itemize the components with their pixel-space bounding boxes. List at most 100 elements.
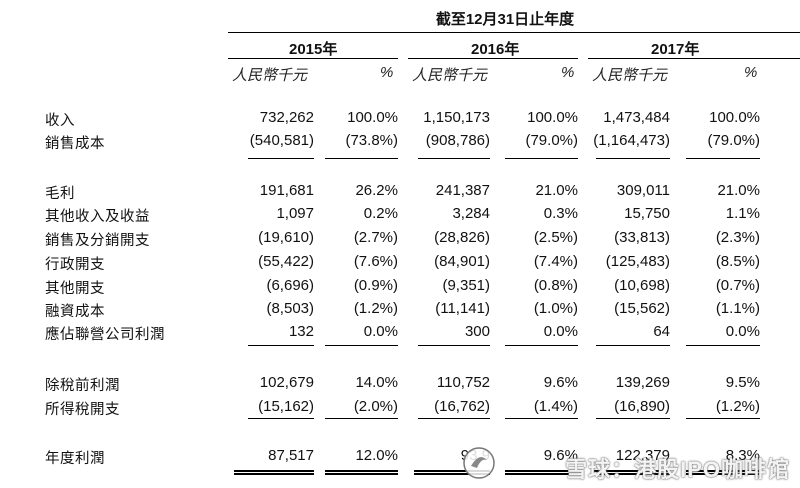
total-double-rule [594,470,670,475]
unit-pct-2017: % [744,64,758,81]
subtotal-rule [248,418,314,419]
amount-cell: (16,762) [434,398,490,415]
percent-cell: 0.0% [543,323,578,340]
year-2016-header: 2016年 [471,41,520,58]
percent-cell: (1.1%) [715,300,760,317]
snowball-logo-icon [463,447,495,479]
amount-cell: 3,284 [452,205,490,222]
row-label: 行政開支 [45,257,105,273]
percent-cell: (79.0%) [525,132,578,149]
percent-cell: 9.6% [543,374,578,391]
subtotal-rule [596,418,670,419]
header-rule [228,32,800,33]
row-label: 銷售及分銷開支 [45,233,150,249]
total-double-rule [505,470,578,475]
amount-cell: 122,379 [615,447,670,464]
percent-cell: (1.0%) [533,300,578,317]
percent-cell: 0.0% [363,323,398,340]
percent-cell: 14.0% [355,374,398,391]
amount-cell: (19,610) [258,229,314,246]
amount-cell: 87,517 [268,447,314,464]
amount-cell: (11,141) [435,300,490,317]
subtotal-rule [248,158,314,159]
total-double-rule [686,470,760,475]
year-rule-2017 [588,58,800,59]
percent-cell: (2.3%) [715,229,760,246]
unit-amount-2017: 人民幣千元 [592,67,668,84]
subtotal-rule [596,345,670,346]
percent-cell: 100.0% [709,109,760,126]
amount-cell: (55,422) [258,253,314,270]
amount-cell: (10,698) [614,277,670,294]
amount-cell: 241,387 [435,182,490,199]
amount-cell: (28,826) [434,229,490,246]
row-label: 融資成本 [45,304,105,320]
unit-pct-2015: % [380,64,394,81]
amount-cell: (15,162) [258,398,314,415]
amount-cell: (15,562) [614,300,670,317]
subtotal-rule [325,158,398,159]
percent-cell: (0.9%) [353,277,398,294]
subtotal-rule [248,345,314,346]
percent-cell: 21.0% [717,182,760,199]
amount-cell: 309,011 [616,182,670,199]
subtotal-rule [505,345,578,346]
total-double-rule [414,470,490,475]
percent-cell: (2.7%) [353,229,398,246]
amount-cell: 1,150,173 [423,109,490,126]
amount-cell: (540,581) [249,132,314,149]
amount-cell: (9,351) [442,277,490,294]
amount-cell: 300 [464,323,490,340]
amount-cell: (1,164,473) [593,132,670,149]
percent-cell: (1.2%) [715,398,760,415]
subtotal-rule [418,158,490,159]
unit-amount-2015: 人民幣千元 [232,67,308,84]
percent-cell: 12.0% [355,447,398,464]
year-2015-header: 2015年 [289,41,338,58]
percent-cell: 8.3% [725,447,760,464]
amount-cell: (6,696) [266,277,314,294]
amount-cell: (33,813) [614,229,670,246]
percent-cell: 100.0% [527,109,578,126]
row-label: 其他收入及收益 [45,209,150,225]
percent-cell: 1.1% [725,205,760,222]
year-2017-header: 2017年 [651,41,700,58]
subtotal-rule [418,418,490,419]
percent-cell: 9.5% [725,374,760,391]
percent-cell: 21.0% [535,182,578,199]
percent-cell: 0.2% [363,205,398,222]
percent-cell: (7.6%) [353,253,398,270]
subtotal-rule [686,418,760,419]
percent-cell: (1.2%) [353,300,398,317]
percent-cell: (2.0%) [353,398,398,415]
total-double-rule [234,470,314,475]
amount-cell: 132 [288,323,314,340]
amount-cell: 102,679 [259,374,314,391]
amount-cell: 15,750 [624,205,670,222]
row-label: 年度利潤 [45,451,105,467]
subtotal-rule [325,345,398,346]
percent-cell: (2.5%) [533,229,578,246]
unit-pct-2016: % [561,64,575,81]
amount-cell: 110,752 [436,374,490,391]
subtotal-rule [325,418,398,419]
amount-cell: (16,890) [614,398,670,415]
subtotal-rule [418,345,490,346]
amount-cell: 139,269 [615,374,670,391]
amount-cell: 1,097 [276,205,314,222]
percent-cell: 0.0% [725,323,760,340]
amount-cell: (908,786) [425,132,490,149]
row-label: 銷售成本 [45,136,105,152]
amount-cell: 64 [653,323,670,340]
percent-cell: (79.0%) [707,132,760,149]
unit-amount-2016: 人民幣千元 [412,67,488,84]
amount-cell: (84,901) [434,253,490,270]
subtotal-rule [505,418,578,419]
row-label: 除稅前利潤 [45,378,120,394]
subtotal-rule [596,158,670,159]
subtotal-rule [686,158,760,159]
row-label: 其他開支 [45,281,105,297]
year-rule-2015 [228,58,398,59]
percent-cell: (73.8%) [345,132,398,149]
percent-cell: 9.6% [543,447,578,464]
